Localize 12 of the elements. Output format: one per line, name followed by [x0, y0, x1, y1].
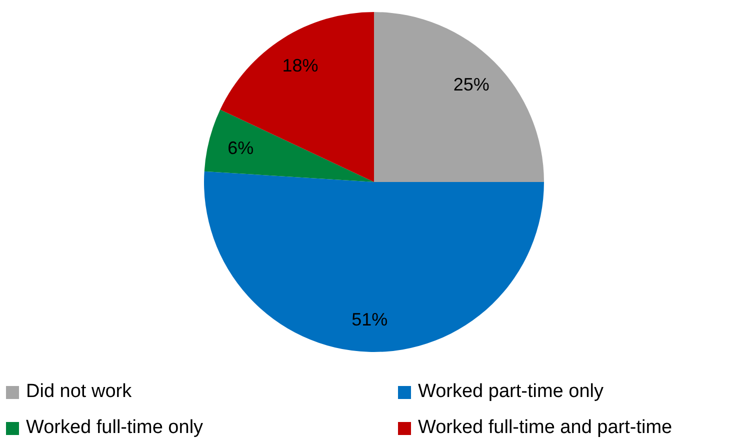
- legend-label: Did not work: [26, 381, 132, 403]
- data-label: 25%: [453, 74, 490, 95]
- data-label: 6%: [228, 138, 254, 158]
- legend-label: Worked part-time only: [418, 381, 604, 403]
- pie-slice: [204, 110, 374, 182]
- pie-slice: [374, 12, 544, 182]
- legend-label: Worked full-time only: [26, 417, 204, 439]
- pie-slice: [204, 171, 544, 352]
- pie-slice: [220, 12, 374, 182]
- data-label: 51%: [352, 310, 388, 330]
- data-label: 18%: [282, 56, 318, 76]
- legend-label: Worked full-time and part-time: [418, 417, 672, 439]
